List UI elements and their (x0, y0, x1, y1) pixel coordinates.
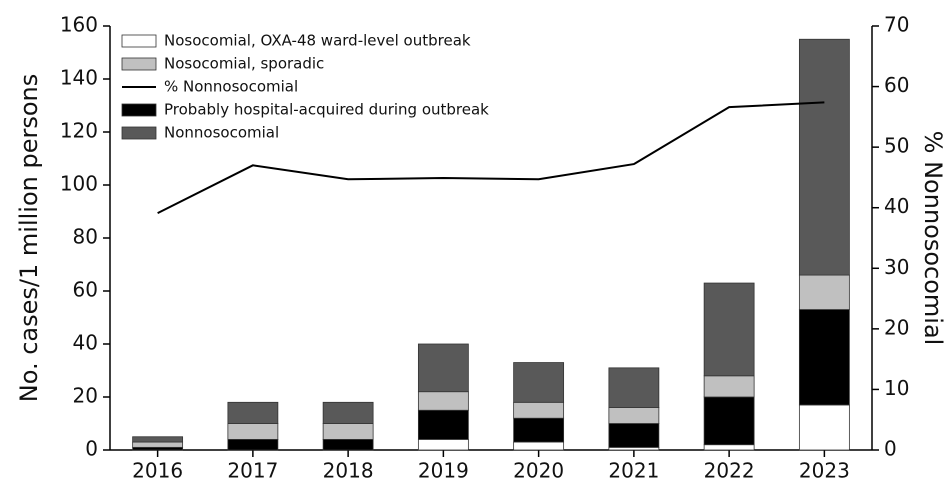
legend-label: Nosocomial, sporadic (164, 55, 324, 73)
y-tick-label: 120 (60, 119, 98, 143)
y-tick-label: 20 (73, 384, 98, 408)
legend-swatch (121, 34, 157, 48)
y-tick-label: 80 (73, 225, 98, 249)
y-tick-label: 100 (60, 172, 98, 196)
legend-label: Nonnosocomial (164, 124, 279, 142)
x-tick-label: 2017 (227, 459, 278, 482)
y2-tick-label: 30 (884, 255, 909, 279)
legend-swatch (121, 103, 157, 117)
bar-segment (322, 438, 374, 451)
bar-segment (513, 441, 565, 451)
legend-swatch (121, 126, 157, 140)
bar-segment (227, 401, 279, 424)
bar-segment (322, 423, 374, 440)
legend-label: Nosocomial, OXA-48 ward-level outbreak (164, 32, 471, 50)
bar-segment (417, 438, 469, 451)
line-series (157, 101, 825, 215)
y-tick-label: 60 (73, 278, 98, 302)
x-tick-label: 2018 (323, 459, 374, 482)
x-tick-label: 2023 (799, 459, 850, 482)
bar-segment (227, 438, 279, 451)
y2-tick-label: 40 (884, 194, 909, 218)
y2-tick-label: 60 (884, 73, 909, 97)
bar-segment (417, 409, 469, 440)
legend-label: Probably hospital-acquired during outbre… (164, 101, 489, 119)
y2-tick-label: 0 (884, 437, 897, 461)
bar-segment (227, 423, 279, 440)
x-tick-label: 2016 (132, 459, 183, 482)
bar-segment (798, 274, 850, 310)
y2-tick-label: 10 (884, 376, 909, 400)
y-axis-label: No. cases/1 million persons (15, 74, 43, 402)
bar-segment (798, 38, 850, 276)
x-tick-label: 2020 (513, 459, 564, 482)
bar-segment (608, 407, 660, 424)
bar-segment (608, 423, 660, 448)
y-tick-label: 0 (85, 437, 98, 461)
bar-segment (322, 401, 374, 424)
bar-segment (608, 367, 660, 409)
bar-segment (513, 362, 565, 403)
x-tick-label: 2022 (704, 459, 755, 482)
y2-tick-label: 70 (884, 13, 909, 37)
bar-segment (798, 309, 850, 406)
y-tick-label: 160 (60, 13, 98, 37)
legend-swatch (121, 57, 157, 71)
y2-tick-label: 50 (884, 134, 909, 158)
bar-segment (513, 417, 565, 443)
bar-segment (417, 343, 469, 393)
bar-segment (132, 436, 184, 443)
y2-tick-label: 20 (884, 315, 909, 339)
x-tick-label: 2021 (608, 459, 659, 482)
bar-segment (703, 282, 755, 377)
x-tick-label: 2019 (418, 459, 469, 482)
legend-label: % Nonnosocomial (164, 78, 298, 96)
bar-segment (703, 444, 755, 451)
bar-segment (513, 401, 565, 419)
bar-segment (703, 375, 755, 398)
y-tick-label: 40 (73, 331, 98, 355)
bar-segment (417, 391, 469, 411)
bar-segment (798, 404, 850, 451)
y-tick-label: 140 (60, 66, 98, 90)
bar-segment (132, 441, 184, 448)
bar-segment (703, 396, 755, 446)
y2-axis-label: % Nonnosocomial (919, 131, 947, 346)
